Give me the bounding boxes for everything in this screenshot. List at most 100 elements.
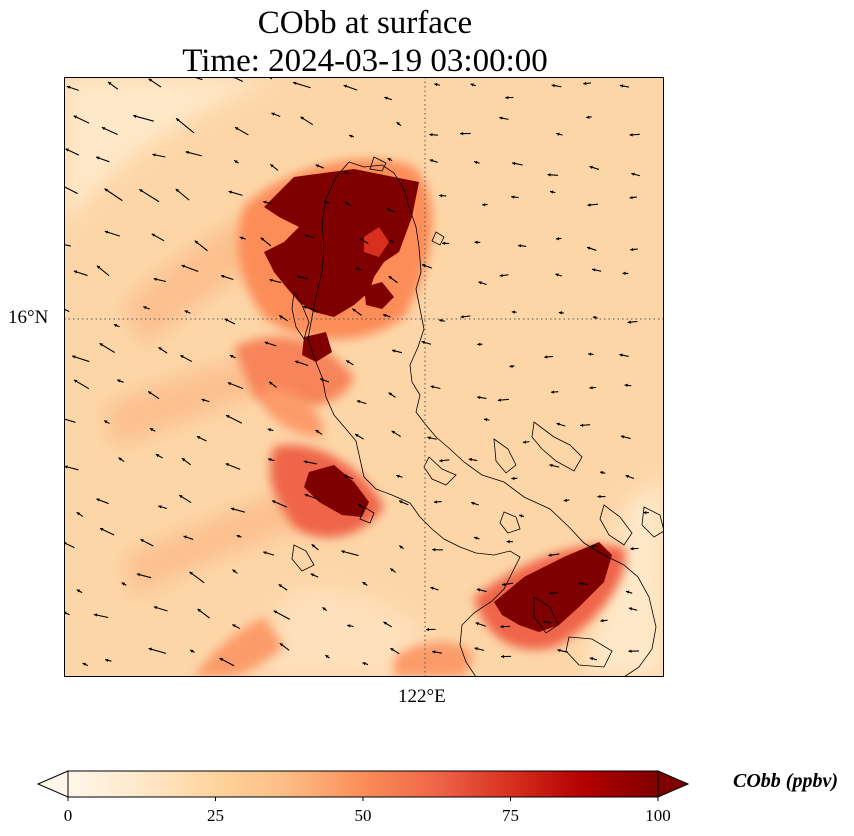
colorbar-extend-high xyxy=(657,770,690,798)
wind-vector-head xyxy=(268,458,272,462)
wind-vector-head xyxy=(76,512,81,516)
wind-vector xyxy=(64,243,71,247)
wind-vector-head xyxy=(64,465,68,469)
wind-vector-head xyxy=(362,662,366,666)
wind-vector-head xyxy=(622,271,626,276)
wind-vector-head xyxy=(189,571,193,576)
wind-vector-head xyxy=(555,273,559,277)
wind-vector-head xyxy=(103,420,108,424)
wind-vector-head xyxy=(548,553,552,557)
wind-vector-head xyxy=(153,277,158,282)
wind-vector-head xyxy=(148,78,153,82)
wind-vector-head xyxy=(563,498,567,502)
wind-vector-head xyxy=(625,590,630,594)
wind-vector-head xyxy=(345,202,349,206)
wind-vector-head xyxy=(155,454,160,458)
wind-vector-head xyxy=(432,650,436,654)
wind-vector-head xyxy=(460,315,464,319)
wind-vector-head xyxy=(549,463,553,468)
wind-vector-head xyxy=(358,504,362,508)
colorbar-label: CObb (ppbv) xyxy=(733,770,838,792)
wind-vector-head xyxy=(239,236,244,240)
wind-vector-head xyxy=(511,476,515,481)
wind-vector-head xyxy=(630,547,634,551)
wind-vector-head xyxy=(619,84,624,88)
wind-vector-head xyxy=(72,355,76,359)
wind-vector-head xyxy=(73,270,78,274)
wind-vector-head xyxy=(511,310,515,314)
wind-vector-head xyxy=(300,116,304,120)
wind-vector-head xyxy=(295,360,299,364)
wind-vector-head xyxy=(468,457,473,462)
wind-vector-head xyxy=(117,379,121,383)
wind-vector-head xyxy=(512,161,516,166)
wind-vector xyxy=(133,115,154,122)
wind-vector-head xyxy=(551,84,555,88)
colorbar-tick-25: 25 xyxy=(207,806,224,825)
wind-vector-head xyxy=(631,172,635,176)
wind-vector-head xyxy=(592,315,597,320)
colorbar-tick-0: 0 xyxy=(63,806,73,825)
wind-vector-head xyxy=(352,308,356,312)
wind-vector-head xyxy=(271,112,275,116)
wind-vector-head xyxy=(425,627,430,632)
concentration-field xyxy=(64,77,664,677)
wind-vector-head xyxy=(108,81,112,86)
wind-vector-head xyxy=(234,160,238,164)
wind-vector-head xyxy=(474,160,478,165)
wind-vector-head xyxy=(547,173,551,177)
wind-vector-head xyxy=(196,436,201,440)
wind-vector-head xyxy=(197,608,202,613)
wind-vector-head xyxy=(143,306,147,310)
wind-vector-head xyxy=(477,395,481,400)
wind-vector-head xyxy=(383,621,387,625)
wind-vector-head xyxy=(343,84,348,88)
wind-vector-head xyxy=(151,233,156,237)
wind-vector-head xyxy=(228,190,233,194)
wind-vector-head xyxy=(356,400,361,404)
wind-vector-head xyxy=(279,643,284,647)
wind-vector-head xyxy=(320,378,324,382)
wind-vector-head xyxy=(175,188,180,193)
wind-vector-head xyxy=(279,315,283,319)
wind-vector-head xyxy=(227,382,232,386)
wind-vector-head xyxy=(544,355,548,359)
wind-vector-head xyxy=(384,96,388,100)
wind-vector-head xyxy=(578,581,582,586)
wind-vector-head xyxy=(391,430,396,434)
wind-vector-head xyxy=(181,264,185,268)
wind-vector-head xyxy=(148,391,152,395)
wind-vector-head xyxy=(556,422,560,426)
wind-vector-head xyxy=(118,457,122,461)
coastline xyxy=(291,156,664,677)
wind-vector-head xyxy=(201,398,205,402)
wind-vector-head xyxy=(430,586,434,590)
wind-vector-head xyxy=(427,436,431,440)
wind-vector-head xyxy=(396,474,400,478)
concentration-map xyxy=(64,77,664,677)
wind-vector-head xyxy=(474,647,478,651)
wind-vector-head xyxy=(362,582,366,586)
wind-vector-head xyxy=(460,131,464,136)
wind-vector-head xyxy=(630,247,634,252)
wind-vector-head xyxy=(386,208,391,212)
wind-vector-head xyxy=(158,505,162,509)
wind-vector-head xyxy=(185,150,190,155)
wind-vector-head xyxy=(391,349,396,353)
wind-vector-head xyxy=(550,390,555,394)
wind-vector-head xyxy=(442,241,446,246)
wind-vector-head xyxy=(471,501,475,506)
wind-vector-head xyxy=(433,500,438,504)
wind-vector-head xyxy=(624,383,628,388)
wind-vector-head xyxy=(133,114,137,119)
wind-vector xyxy=(64,418,76,423)
wind-vector-head xyxy=(304,234,309,238)
wind-vector-head xyxy=(421,264,426,268)
wind-vector-head xyxy=(399,545,403,549)
wind-vector-head xyxy=(104,188,108,192)
wind-vector-head xyxy=(625,474,629,479)
wind-vector-head xyxy=(390,648,394,652)
wind-vector-head xyxy=(519,514,523,518)
colorbar xyxy=(36,770,690,801)
wind-vector-head xyxy=(505,95,509,100)
